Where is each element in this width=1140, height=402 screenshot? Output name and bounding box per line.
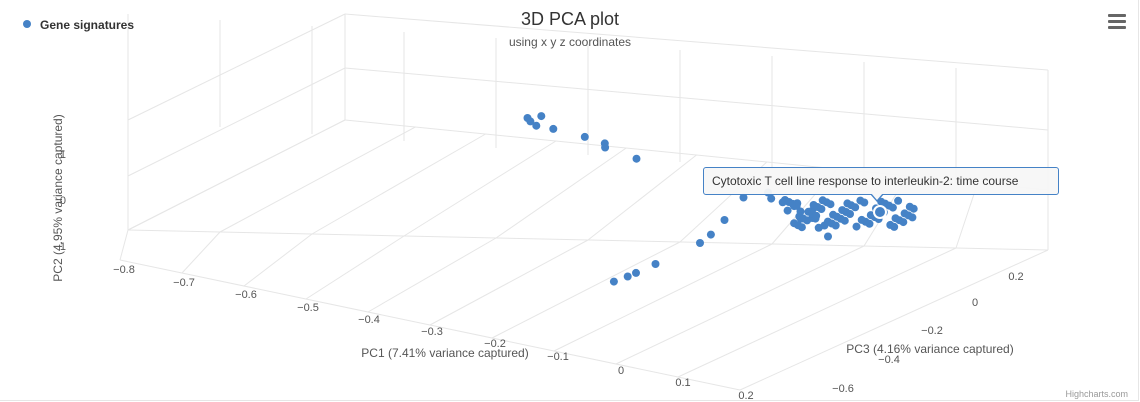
grid-line bbox=[119, 229, 129, 261]
data-point[interactable] bbox=[767, 194, 776, 203]
data-point[interactable] bbox=[609, 277, 618, 286]
scatter-points bbox=[523, 112, 918, 286]
grid-line bbox=[311, 133, 486, 235]
data-point[interactable] bbox=[720, 216, 729, 224]
x-tick-label: −0.5 bbox=[297, 302, 319, 314]
data-point[interactable] bbox=[908, 213, 917, 222]
data-point[interactable] bbox=[831, 221, 840, 230]
data-point[interactable] bbox=[580, 132, 589, 141]
grid-line bbox=[181, 231, 221, 274]
grid-lines bbox=[119, 13, 1049, 391]
data-point[interactable] bbox=[792, 201, 801, 210]
data-point[interactable] bbox=[803, 216, 812, 225]
menu-bar bbox=[1108, 26, 1126, 29]
grid-line bbox=[367, 237, 497, 313]
data-point[interactable] bbox=[601, 143, 610, 152]
data-point[interactable] bbox=[846, 210, 854, 218]
grid-line bbox=[403, 140, 557, 237]
point-tooltip: Cytotoxic T cell line response to interl… bbox=[703, 167, 1059, 195]
grid-line bbox=[219, 126, 416, 233]
data-point[interactable] bbox=[860, 198, 869, 207]
grid-line bbox=[739, 249, 1049, 391]
x-tick-label: −0.7 bbox=[173, 277, 195, 289]
data-point[interactable] bbox=[651, 260, 660, 268]
data-point[interactable] bbox=[824, 232, 832, 241]
data-point[interactable] bbox=[632, 268, 640, 277]
data-point[interactable] bbox=[894, 196, 903, 205]
data-point[interactable] bbox=[549, 124, 558, 133]
grid-line bbox=[243, 233, 313, 287]
z-axis-title: PC3 (4.16% variance captured) bbox=[846, 342, 1013, 356]
legend-marker bbox=[23, 20, 31, 28]
z-tick-label: −0.6 bbox=[832, 383, 854, 395]
z-tick-label: −0.4 bbox=[878, 354, 900, 366]
chart-subtitle: using x y z coordinates bbox=[509, 35, 631, 49]
data-point[interactable] bbox=[909, 204, 918, 213]
x-tick-label: 0.2 bbox=[738, 390, 753, 402]
data-point[interactable] bbox=[739, 193, 748, 202]
data-point[interactable] bbox=[537, 112, 546, 121]
data-point[interactable] bbox=[865, 219, 874, 228]
chart-title: 3D PCA plot bbox=[521, 9, 619, 29]
hamburger-menu-icon[interactable] bbox=[1108, 14, 1126, 30]
data-point[interactable] bbox=[623, 272, 632, 281]
x-tick-label: 0 bbox=[618, 365, 624, 377]
grid-line bbox=[344, 13, 1049, 71]
x-tick-label: −0.6 bbox=[235, 289, 257, 301]
x-tick-label: 0.1 bbox=[675, 377, 690, 389]
grid-line bbox=[553, 243, 773, 352]
grid-line bbox=[127, 13, 346, 121]
x-tick-label: −0.8 bbox=[113, 264, 135, 276]
grid-line bbox=[344, 67, 1049, 131]
z-tick-label: −0.2 bbox=[921, 325, 943, 337]
grid-line bbox=[677, 247, 957, 378]
grid-line bbox=[495, 147, 627, 239]
z-tick-label: 0 bbox=[972, 297, 978, 309]
data-point[interactable] bbox=[632, 154, 641, 163]
data-point[interactable] bbox=[888, 203, 897, 212]
menu-bar bbox=[1108, 14, 1126, 17]
legend-item-gene-signatures[interactable]: Gene signatures bbox=[23, 18, 134, 32]
grid-line bbox=[305, 235, 405, 300]
menu-bar bbox=[1108, 20, 1126, 23]
y-tick-label: −1 bbox=[53, 241, 66, 253]
hovered-data-point[interactable] bbox=[873, 205, 887, 219]
data-point[interactable] bbox=[852, 222, 861, 231]
y-tick-label: 0 bbox=[60, 195, 66, 207]
data-point[interactable] bbox=[851, 203, 860, 212]
y-tick-label: 1 bbox=[60, 149, 66, 161]
grid-line bbox=[429, 239, 589, 326]
data-point[interactable] bbox=[817, 205, 826, 213]
data-point[interactable] bbox=[532, 121, 541, 130]
data-point[interactable] bbox=[526, 117, 535, 126]
grid-line bbox=[127, 67, 346, 177]
grid-line bbox=[491, 241, 681, 339]
y-axis-title: PC2 (4.95% variance captured) bbox=[51, 114, 65, 281]
x-tick-label: −0.3 bbox=[421, 326, 443, 338]
data-point[interactable] bbox=[797, 223, 806, 232]
data-point[interactable] bbox=[783, 206, 792, 215]
data-point[interactable] bbox=[812, 211, 821, 220]
data-point[interactable] bbox=[890, 222, 899, 231]
credits-link[interactable]: Highcharts.com bbox=[1065, 389, 1128, 399]
x-tick-label: −0.1 bbox=[547, 351, 569, 363]
legend-label: Gene signatures bbox=[40, 18, 134, 32]
data-point[interactable] bbox=[840, 216, 849, 225]
x-axis-title: PC1 (7.41% variance captured) bbox=[361, 346, 528, 360]
grid-line bbox=[615, 245, 865, 365]
grid-line bbox=[119, 259, 741, 391]
grid-line bbox=[127, 119, 346, 231]
x-tick-label: −0.4 bbox=[358, 314, 380, 326]
z-tick-label: 0.2 bbox=[1008, 271, 1023, 283]
x-tick-label: −0.2 bbox=[484, 338, 506, 350]
data-point[interactable] bbox=[826, 200, 835, 209]
data-point[interactable] bbox=[706, 230, 715, 239]
tooltip-arrow-inner bbox=[871, 193, 883, 200]
grid-line bbox=[587, 154, 697, 241]
data-point[interactable] bbox=[696, 239, 704, 247]
data-point[interactable] bbox=[899, 218, 908, 227]
